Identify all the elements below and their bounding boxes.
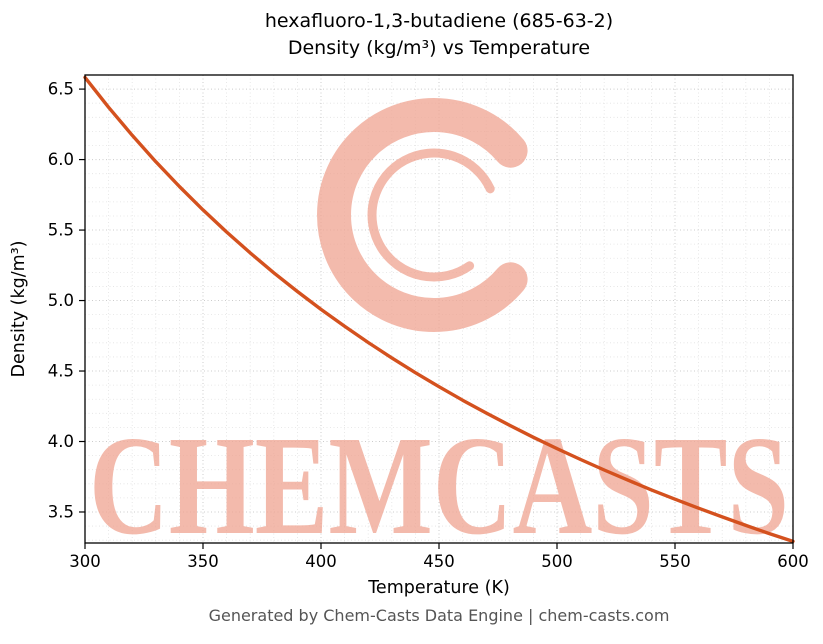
y-tick-label: 6.0 xyxy=(48,150,74,169)
y-axis-label: Density (kg/m³) xyxy=(9,241,29,378)
chart-canvas: CHEMCASTS 300 350 400 450 500 550 600 3.5 4.0 4.5… xyxy=(9,74,809,598)
chart-title-line2: Density (kg/m³) vs Temperature xyxy=(287,37,591,59)
x-tick-label: 500 xyxy=(541,552,573,571)
chemcasts-logo-ring-icon xyxy=(317,98,528,332)
chart-title: hexafluoro-1,3-butadiene (685-63-2) Dens… xyxy=(85,8,793,62)
y-tick-label: 3.5 xyxy=(48,502,74,521)
axes-layer: 300 350 400 450 500 550 600 3.5 4.0 4.5 5.0 5.5 6.0 6… xyxy=(48,74,809,571)
footer-credit: Generated by Chem-Casts Data Engine | ch… xyxy=(208,606,670,625)
x-tick-label: 400 xyxy=(305,552,337,571)
series-layer xyxy=(83,75,795,544)
x-tick-label: 450 xyxy=(423,552,455,571)
y-tick-label: 5.0 xyxy=(48,291,74,310)
y-tick-label: 5.5 xyxy=(48,221,74,240)
watermark: CHEMCASTS xyxy=(89,98,789,564)
chart-title-line1: hexafluoro-1,3-butadiene (685-63-2) xyxy=(264,10,614,32)
x-tick-label: 350 xyxy=(187,552,219,571)
y-tick-label: 6.5 xyxy=(48,80,74,99)
x-axis-label: Temperature (K) xyxy=(367,578,510,598)
chemcasts-logo-swirl-icon xyxy=(367,148,495,282)
x-tick-label: 550 xyxy=(659,552,691,571)
y-tick-label: 4.5 xyxy=(48,362,74,381)
x-tick-label: 300 xyxy=(69,552,101,571)
watermark-text: CHEMCASTS xyxy=(89,406,789,564)
density-curve xyxy=(83,75,795,544)
x-tick-label: 600 xyxy=(777,552,809,571)
y-tick-label: 4.0 xyxy=(48,432,74,451)
